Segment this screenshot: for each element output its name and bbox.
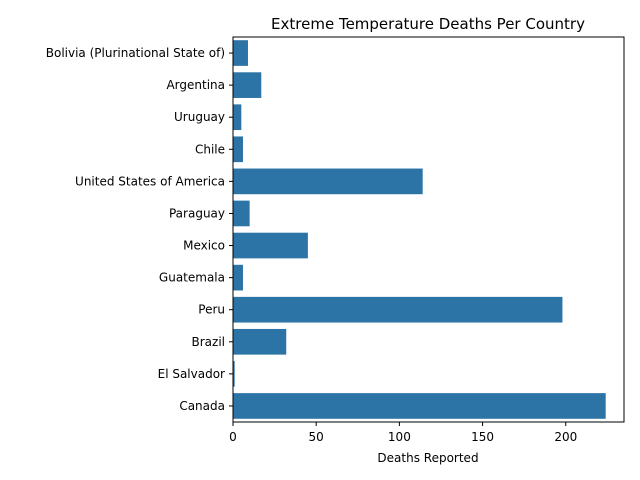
bar [233, 40, 248, 66]
y-tick-label: Mexico [183, 239, 225, 253]
chart-title: Extreme Temperature Deaths Per Country [271, 15, 585, 33]
bar [233, 72, 262, 98]
y-tick-label: Canada [179, 399, 225, 413]
bar [233, 168, 423, 195]
bars-group [233, 40, 606, 419]
y-tick-label: Guatemala [159, 271, 225, 285]
y-tick-label: Bolivia (Plurinational State of) [46, 46, 225, 60]
bar [233, 393, 606, 419]
y-tick-label: El Salvador [158, 367, 225, 381]
y-tick-label: Peru [198, 303, 225, 317]
x-tick-label: 100 [388, 430, 411, 444]
x-axis-label: Deaths Reported [377, 451, 478, 465]
bar [233, 104, 242, 131]
x-tick-label: 200 [554, 430, 577, 444]
bar [233, 264, 243, 291]
x-axis-ticks: 0 50 100 150 200 [229, 422, 577, 444]
bar [233, 296, 563, 323]
x-tick-label: 0 [229, 430, 237, 444]
bar [233, 136, 243, 163]
y-tick-label: Argentina [166, 78, 225, 92]
y-tick-label: Chile [195, 142, 225, 156]
x-tick-label: 50 [309, 430, 324, 444]
bar [233, 232, 308, 259]
y-tick-label: Brazil [192, 335, 226, 349]
y-tick-label: Paraguay [169, 206, 225, 220]
x-tick-label: 150 [471, 430, 494, 444]
bar [233, 200, 250, 227]
y-tick-label: United States of America [75, 174, 225, 188]
bar [233, 361, 235, 387]
plot-frame [232, 36, 625, 423]
y-axis-ticks: Bolivia (Plurinational State of) Argentin… [46, 46, 233, 413]
y-tick-label: Uruguay [174, 110, 225, 124]
bar [233, 328, 287, 355]
